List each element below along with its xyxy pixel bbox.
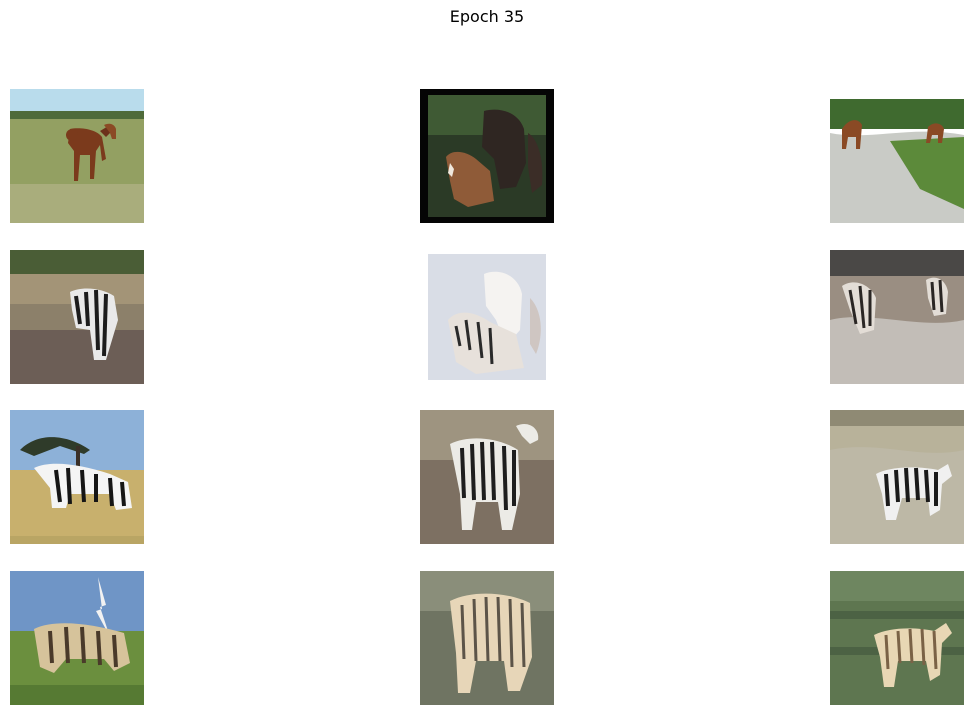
zebra-plain-image (830, 410, 964, 544)
zebras-translated-image (830, 250, 964, 384)
image-tile-r1c1 (10, 89, 144, 223)
zebras-pale-image (420, 250, 554, 384)
zebra-translated-image (10, 250, 144, 384)
image-tile-r4c3 (830, 571, 964, 705)
figure-title: Epoch 35 (449, 7, 525, 26)
zebras-textured-image (420, 571, 554, 705)
image-tile-r1c3 (830, 89, 964, 223)
zebra-field-image (830, 571, 964, 705)
image-tile-r2c2 (420, 250, 554, 384)
image-tile-r2c1 (10, 250, 144, 384)
image-tile-r3c1 (10, 410, 144, 544)
zebras-storm-image (10, 571, 144, 705)
image-tile-r1c2 (420, 89, 554, 223)
horses-dunes-image (830, 89, 964, 223)
zebras-savanna-image (10, 410, 144, 544)
horses-dark-frame-image (420, 89, 554, 223)
zebras-dry-ground-image (420, 410, 554, 544)
image-tile-r2c3 (830, 250, 964, 384)
image-tile-r4c2 (420, 571, 554, 705)
horses-photo-image (10, 89, 144, 223)
image-tile-r3c2 (420, 410, 554, 544)
image-tile-r3c3 (830, 410, 964, 544)
image-tile-r4c1 (10, 571, 144, 705)
